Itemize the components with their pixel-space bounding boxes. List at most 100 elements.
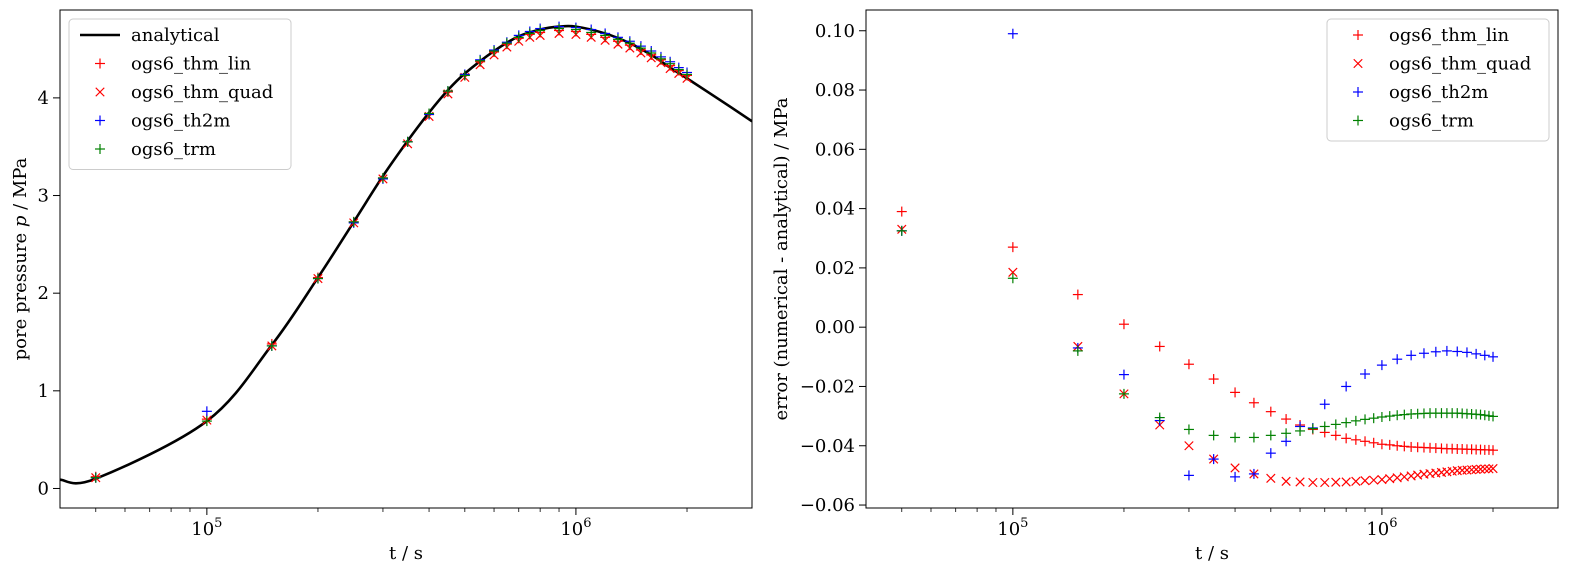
data-point bbox=[402, 136, 413, 147]
x-tick-label-exponent: 5 bbox=[1020, 516, 1028, 531]
data-point bbox=[501, 38, 512, 49]
data-point bbox=[1183, 424, 1194, 435]
data-point bbox=[1360, 369, 1371, 380]
x-tick-label-base: 10 bbox=[191, 519, 214, 540]
y-axis-label-part: p bbox=[10, 215, 31, 227]
data-point bbox=[1351, 476, 1361, 486]
data-point bbox=[1462, 465, 1472, 475]
data-point bbox=[1368, 413, 1379, 424]
legend-entry-ogs6-thm-quad: ogs6_thm_quad bbox=[95, 82, 273, 103]
y-axis-label-part: / MPa bbox=[10, 157, 31, 215]
data-point bbox=[646, 47, 657, 58]
data-point bbox=[1341, 381, 1352, 392]
x-axis-label: t / s bbox=[1195, 543, 1229, 564]
data-point bbox=[1350, 434, 1361, 445]
data-point bbox=[1418, 348, 1429, 359]
y-axis-label: error (numerical - analytical) / MPa bbox=[771, 97, 792, 420]
data-point bbox=[612, 34, 623, 45]
data-point bbox=[1308, 477, 1318, 488]
y-tick-label: −0.04 bbox=[800, 436, 855, 457]
y-tick-label: −0.02 bbox=[800, 376, 855, 397]
data-point bbox=[1471, 464, 1481, 475]
data-point bbox=[1295, 477, 1305, 487]
x-tick-label-base: 10 bbox=[560, 519, 583, 540]
plot-area bbox=[60, 21, 752, 485]
legend-entry-ogs6-th2m: ogs6_th2m bbox=[95, 111, 230, 132]
y-tick-label: 4 bbox=[38, 88, 49, 109]
plot-area bbox=[896, 28, 1499, 488]
data-point bbox=[1154, 412, 1165, 423]
data-point bbox=[1377, 474, 1387, 485]
y-axis-label-part: pore pressure bbox=[10, 227, 31, 360]
x-tick-label-exponent: 6 bbox=[583, 516, 591, 531]
data-point bbox=[1376, 411, 1387, 422]
legend: ogs6_thm_lin ogs6_thm_quad ogs6_th2m ogs6_t… bbox=[1326, 18, 1550, 142]
data-point bbox=[1266, 473, 1276, 484]
data-point bbox=[665, 58, 676, 69]
y-tick-label: 3 bbox=[38, 186, 49, 207]
legend-marker-swatch bbox=[1353, 58, 1363, 69]
data-point bbox=[201, 406, 212, 417]
y-tick-label: 2 bbox=[38, 283, 49, 304]
data-point bbox=[1183, 470, 1194, 481]
data-point bbox=[1341, 477, 1351, 487]
y-tick-label: 0.00 bbox=[815, 317, 855, 338]
data-point bbox=[1392, 354, 1403, 365]
data-point bbox=[348, 216, 359, 227]
data-point bbox=[1488, 351, 1499, 362]
legend-entry-ogs6-trm: ogs6_trm bbox=[1353, 111, 1474, 132]
legend-marker-swatch bbox=[95, 144, 105, 154]
data-point bbox=[635, 43, 646, 54]
data-point bbox=[1466, 465, 1477, 475]
data-point bbox=[1430, 346, 1441, 357]
legend-label: ogs6_thm_lin bbox=[131, 54, 251, 75]
data-point bbox=[1281, 476, 1291, 486]
data-point bbox=[1479, 350, 1490, 361]
data-point bbox=[1376, 360, 1387, 371]
data-point bbox=[1330, 430, 1341, 441]
data-point bbox=[1007, 28, 1018, 39]
data-point bbox=[1488, 411, 1499, 422]
legend-marker-swatch bbox=[1353, 115, 1363, 126]
legend: analytical ogs6_thm_lin ogs6_thm_quad ogs6_… bbox=[68, 18, 292, 170]
legend-entry-analytical: analytical bbox=[80, 25, 220, 46]
data-point bbox=[1007, 273, 1018, 284]
data-point bbox=[1208, 454, 1219, 465]
x-tick-label: 106 bbox=[1366, 516, 1397, 540]
data-point bbox=[1441, 345, 1452, 356]
data-point bbox=[1331, 477, 1341, 487]
legend-label: ogs6_th2m bbox=[131, 111, 230, 132]
legend-label: ogs6_th2m bbox=[1389, 82, 1488, 103]
data-point bbox=[1265, 430, 1276, 441]
legend-label: ogs6_thm_quad bbox=[1389, 54, 1531, 75]
data-point bbox=[1281, 414, 1292, 425]
data-point bbox=[1320, 477, 1330, 488]
data-point bbox=[1368, 437, 1379, 448]
data-point bbox=[896, 225, 907, 236]
data-point bbox=[1360, 414, 1371, 425]
data-point bbox=[1230, 387, 1241, 398]
series-ogs6-trm bbox=[90, 23, 693, 483]
data-point bbox=[201, 416, 212, 427]
data-point bbox=[1208, 430, 1219, 441]
data-point bbox=[1480, 464, 1490, 474]
data-point bbox=[1360, 476, 1370, 486]
legend-label: ogs6_trm bbox=[1389, 111, 1474, 132]
data-point bbox=[1183, 359, 1194, 370]
data-point bbox=[554, 23, 565, 34]
legend-box bbox=[1326, 18, 1550, 142]
legend-entry-ogs6-thm-quad: ogs6_thm_quad bbox=[1353, 54, 1531, 75]
series-ogs6-thm-lin bbox=[896, 206, 1499, 456]
data-point bbox=[624, 38, 635, 49]
data-point bbox=[1488, 463, 1498, 474]
data-point bbox=[1457, 465, 1467, 476]
data-point bbox=[1072, 289, 1083, 300]
data-point bbox=[1385, 473, 1395, 484]
y-tick-label: 0.10 bbox=[815, 21, 855, 42]
x-tick-label: 105 bbox=[997, 516, 1028, 540]
data-point bbox=[1184, 441, 1194, 451]
data-point bbox=[673, 64, 684, 75]
data-point bbox=[1330, 419, 1341, 430]
